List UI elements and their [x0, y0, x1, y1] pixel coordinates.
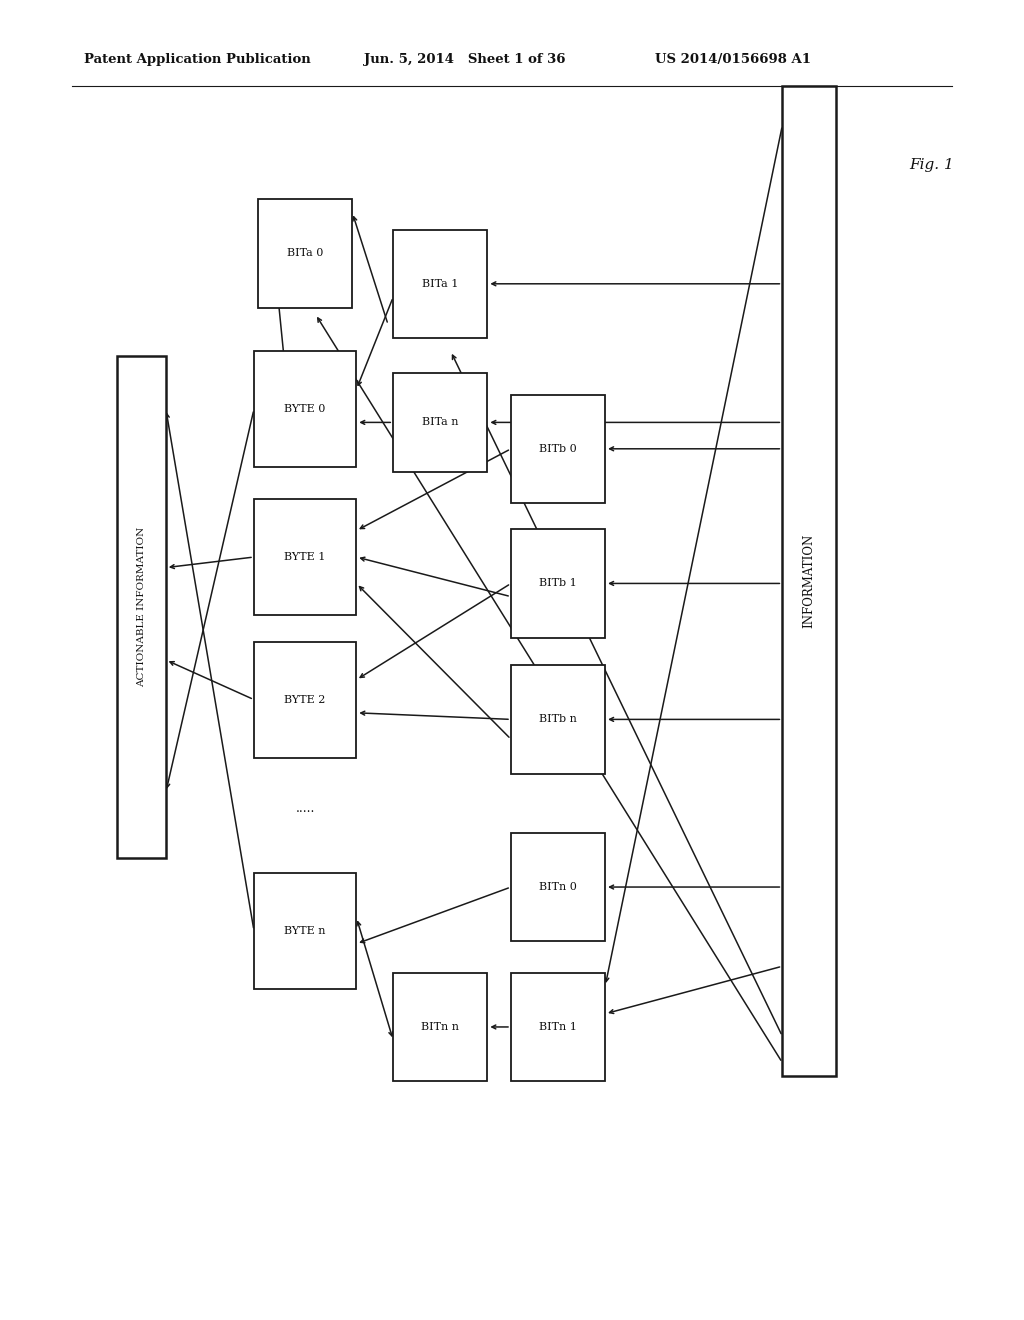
Bar [393, 230, 487, 338]
Text: BYTE 1: BYTE 1 [285, 552, 326, 562]
Text: BITa 0: BITa 0 [287, 248, 324, 259]
Text: BYTE 2: BYTE 2 [285, 694, 326, 705]
Text: Patent Application Publication: Patent Application Publication [84, 53, 310, 66]
Text: BITb 1: BITb 1 [540, 578, 577, 589]
Bar [393, 973, 487, 1081]
Text: INFORMATION: INFORMATION [803, 533, 815, 628]
Bar [511, 973, 605, 1081]
Text: BITn 0: BITn 0 [540, 882, 577, 892]
Bar [393, 372, 487, 471]
Bar [511, 665, 605, 774]
Text: BITb 0: BITb 0 [540, 444, 577, 454]
Bar [511, 833, 605, 941]
Bar [511, 529, 605, 638]
Text: BITn n: BITn n [421, 1022, 460, 1032]
Bar [782, 86, 836, 1076]
Text: Jun. 5, 2014   Sheet 1 of 36: Jun. 5, 2014 Sheet 1 of 36 [364, 53, 565, 66]
Text: BITn 1: BITn 1 [540, 1022, 577, 1032]
Bar [511, 395, 605, 503]
Text: US 2014/0156698 A1: US 2014/0156698 A1 [655, 53, 811, 66]
Text: BITb n: BITb n [540, 714, 577, 725]
Bar [254, 873, 356, 989]
Text: .....: ..... [296, 803, 314, 814]
Bar [117, 356, 166, 858]
Text: BITa 1: BITa 1 [422, 279, 459, 289]
Text: Fig. 1: Fig. 1 [909, 158, 954, 172]
Text: BYTE n: BYTE n [285, 925, 326, 936]
Text: ACTIONABLE INFORMATION: ACTIONABLE INFORMATION [137, 527, 145, 688]
Bar [254, 351, 356, 467]
Bar [258, 199, 352, 308]
Text: BITa n: BITa n [422, 417, 459, 428]
Bar [254, 642, 356, 758]
Text: BYTE 0: BYTE 0 [285, 404, 326, 414]
Bar [254, 499, 356, 615]
